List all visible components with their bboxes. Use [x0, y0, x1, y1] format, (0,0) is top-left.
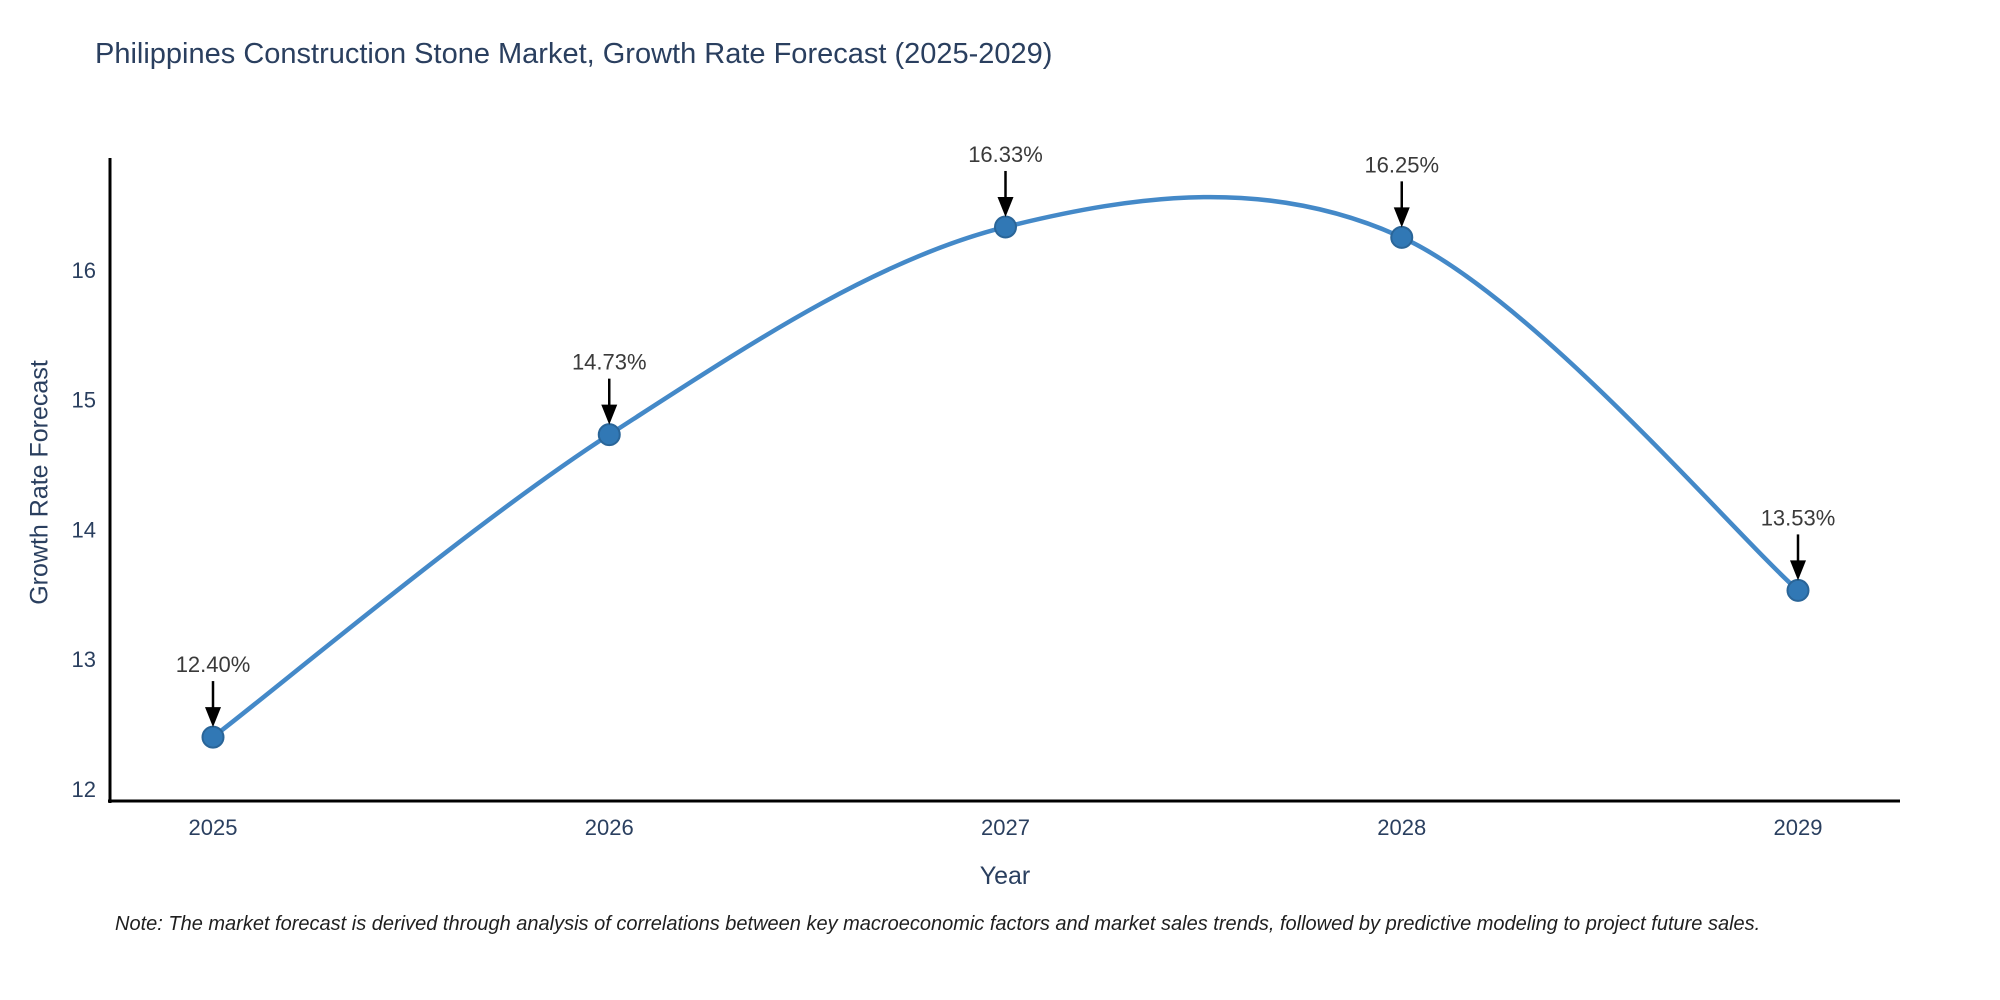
data-point-label: 12.40% [176, 652, 251, 677]
x-tick-label: 2025 [189, 815, 238, 840]
x-tick-label: 2026 [585, 815, 634, 840]
annotation-arrowhead [1393, 207, 1410, 228]
chart-title: Philippines Construction Stone Market, G… [95, 38, 1053, 70]
data-point-label: 14.73% [572, 350, 647, 375]
data-point-label: 16.25% [1364, 152, 1439, 177]
annotation-arrowhead [601, 404, 618, 425]
y-tick-label: 12 [72, 777, 96, 802]
data-point-marker [597, 423, 621, 447]
y-tick-label: 16 [72, 258, 96, 283]
x-tick-label: 2027 [981, 815, 1030, 840]
data-point-marker [201, 725, 225, 749]
data-point-marker [1390, 225, 1414, 249]
annotation-arrowhead [205, 707, 221, 728]
data-point-label: 13.53% [1761, 505, 1836, 530]
annotation-arrowhead [1790, 560, 1806, 581]
data-point-marker [994, 215, 1017, 239]
forecast-line [210, 194, 1801, 740]
y-tick-label: 13 [72, 647, 96, 672]
x-tick-label: 2029 [1774, 815, 1823, 840]
y-tick-label: 15 [72, 388, 96, 413]
x-tick-label: 2028 [1377, 815, 1426, 840]
annotation-arrowhead [997, 196, 1014, 217]
y-tick-label: 14 [72, 517, 96, 542]
footnote: Note: The market forecast is derived thr… [115, 913, 1761, 935]
x-axis-title: Year [979, 862, 1031, 890]
data-point-label: 16.33% [968, 142, 1043, 167]
data-point-marker [1786, 578, 1810, 602]
